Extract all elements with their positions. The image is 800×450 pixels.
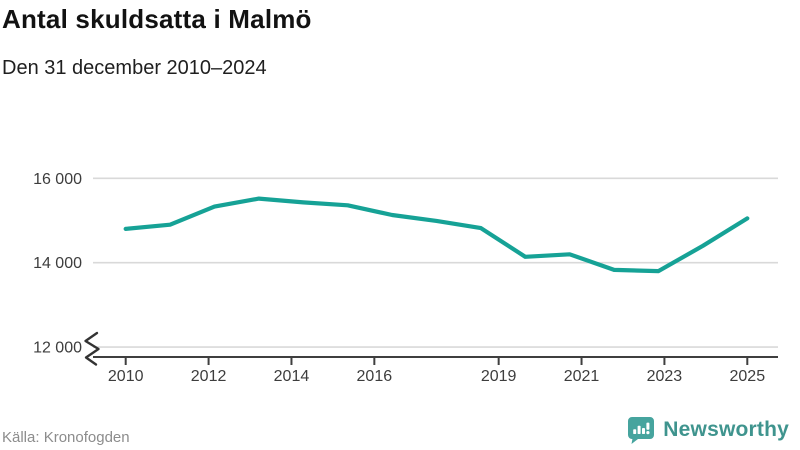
x-axis-label: 2019 (481, 368, 517, 385)
y-axis-label: 12 000 (33, 340, 82, 357)
axis-break-icon (84, 331, 100, 366)
x-axis-labels: 2010 2012 2014 2016 2019 2021 2023 2025 (108, 368, 765, 385)
x-axis-label: 2014 (274, 368, 310, 385)
source-text: Källa: Kronofogden (2, 429, 130, 446)
chart-bubble-icon (628, 416, 655, 444)
newsworthy-logo: Newsworthy (628, 416, 789, 444)
x-axis-ticks (124, 358, 749, 365)
x-axis-label: 2010 (108, 368, 144, 385)
x-axis-label: 2016 (357, 368, 393, 385)
chart-title: Antal skuldsatta i Malmö (2, 4, 312, 34)
y-axis-label: 16 000 (33, 171, 82, 188)
x-axis-label: 2025 (730, 368, 766, 385)
gridlines (93, 177, 778, 348)
chart-subtitle: Den 31 december 2010–2024 (2, 57, 267, 79)
y-axis-labels: 12 000 14 000 16 000 (33, 171, 82, 357)
trend-line (123, 196, 750, 274)
x-axis-label: 2021 (564, 368, 600, 385)
x-axis-label: 2023 (647, 368, 683, 385)
x-axis-label: 2012 (191, 368, 227, 385)
brand-name: Newsworthy (663, 418, 789, 441)
y-axis-label: 14 000 (33, 255, 82, 272)
